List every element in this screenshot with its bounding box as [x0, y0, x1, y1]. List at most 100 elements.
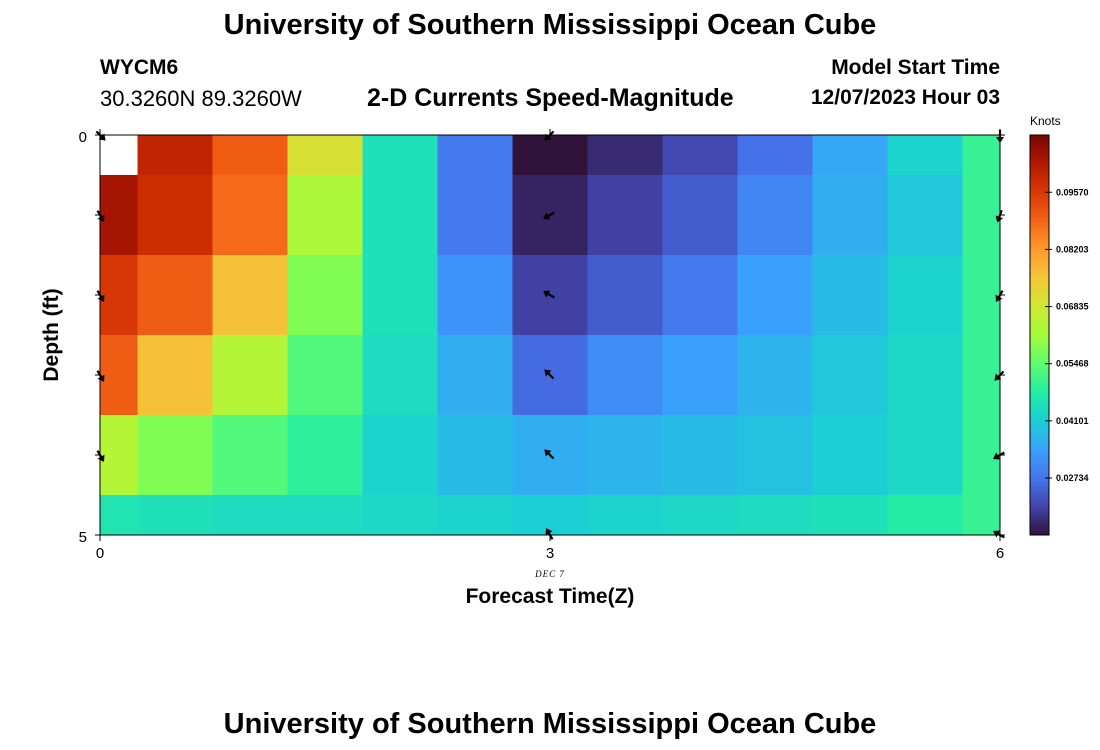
heatmap-cell: [100, 415, 138, 496]
axis-ticks: [95, 129, 1005, 541]
x-date-label: DEC 7: [534, 569, 565, 579]
colorbar-tick-label: 0.02734: [1056, 473, 1089, 483]
heatmap-cell: [587, 175, 663, 256]
heatmap-cell: [287, 175, 363, 256]
heatmap-cell: [812, 175, 888, 256]
heatmap-cell: [212, 335, 288, 416]
heatmap-cell: [100, 135, 138, 176]
current-arrows: [95, 130, 1005, 540]
heatmap-cell: [100, 335, 138, 416]
page-title: University of Southern Mississippi Ocean…: [223, 9, 877, 41]
page-title-repeat: University of Southern Mississippi Ocean…: [223, 708, 877, 740]
colorbar-tick-label: 0.09570: [1056, 187, 1089, 197]
heatmap-cell: [362, 495, 438, 536]
heatmap-cell: [662, 135, 738, 176]
heatmap-cell: [137, 335, 213, 416]
heatmap-cell: [662, 335, 738, 416]
colorbar: Knots 0.02734 0.04101 0.05468 0.06835 0.0820…: [1029, 114, 1089, 536]
heatmap-cell: [737, 135, 813, 176]
heatmap-cell: [737, 335, 813, 416]
heatmap-cell: [100, 495, 138, 536]
colorbar-tick-label: 0.04101: [1056, 416, 1089, 426]
heatmap-cell: [437, 335, 513, 416]
heatmap-cell: [887, 255, 963, 336]
heatmap-cell: [512, 135, 588, 176]
current-arrow: [544, 449, 555, 460]
heatmap-cell: [962, 175, 1001, 256]
y-axis-label: Depth (ft): [40, 288, 63, 381]
heatmap-cell: [812, 135, 888, 176]
heatmap-cell: [137, 415, 213, 496]
heatmap-cell: [437, 495, 513, 536]
heatmap-cell: [100, 175, 138, 256]
heatmap-cell: [737, 495, 813, 536]
colorbar-gradient: [1029, 134, 1050, 536]
y-tick-label: 5: [79, 529, 87, 546]
heatmap-cell: [962, 135, 1001, 176]
heatmap-cell: [100, 255, 138, 336]
heatmap-cell: [137, 495, 213, 536]
x-axis-label: Forecast Time(Z): [466, 585, 635, 608]
heatmap-cell: [662, 255, 738, 336]
heatmap-cell: [812, 255, 888, 336]
heatmap-cell: [287, 335, 363, 416]
heatmap-cell: [812, 335, 888, 416]
heatmap-cell: [587, 135, 663, 176]
x-tick-label: 3: [546, 545, 554, 562]
heatmap-cell: [587, 335, 663, 416]
station-coordinates: 30.3260N 89.3260W: [100, 86, 302, 111]
chart-subtitle: 2-D Currents Speed-Magnitude: [367, 84, 734, 112]
heatmap-cell: [287, 255, 363, 336]
heatmap-cell: [212, 175, 288, 256]
heatmap-cell: [962, 335, 1001, 416]
heatmap-cell: [437, 415, 513, 496]
station-id: WYCM6: [100, 56, 179, 79]
heatmap-cell: [212, 495, 288, 536]
colorbar-tick-label: 0.06835: [1056, 302, 1089, 312]
y-tick-label: 0: [79, 129, 87, 146]
heatmap-cell: [887, 495, 963, 536]
x-tick-label: 6: [996, 545, 1004, 562]
heatmap-cell: [212, 135, 288, 176]
heatmap-cell: [737, 175, 813, 256]
heatmap-cell: [962, 255, 1001, 336]
colorbar-tick-label: 0.08203: [1056, 244, 1089, 254]
model-start-label: Model Start Time: [831, 56, 1000, 79]
current-arrow: [544, 369, 555, 380]
heatmap-cell: [362, 175, 438, 256]
heatmap-cell: [887, 415, 963, 496]
heatmap-cell: [512, 495, 588, 536]
heatmap-cell: [812, 415, 888, 496]
heatmap-cell: [662, 495, 738, 536]
heatmap-cell: [962, 415, 1001, 496]
heatmap-cell: [362, 415, 438, 496]
heatmap-cell: [887, 335, 963, 416]
heatmap-cell: [212, 255, 288, 336]
heatmap-cell: [287, 135, 363, 176]
heatmap-cell: [962, 495, 1001, 536]
heatmap-cell: [137, 255, 213, 336]
colorbar-tick-label: 0.05468: [1056, 359, 1089, 369]
heatmap-cell: [137, 135, 213, 176]
heatmap-cell: [737, 255, 813, 336]
heatmap-cell: [287, 495, 363, 536]
current-arrow: [543, 290, 555, 299]
heatmap-cell: [437, 175, 513, 256]
heatmap-cell: [137, 175, 213, 256]
heatmap-cell: [887, 135, 963, 176]
heatmap-cell: [362, 255, 438, 336]
heatmap-cell: [437, 255, 513, 336]
currents-heatmap-chart: 0 5 0 3 6 DEC 7 Forecast Time(Z) Depth (…: [40, 114, 1089, 608]
heatmap-cell: [587, 415, 663, 496]
heatmap-cell: [287, 415, 363, 496]
heatmap-cell: [737, 415, 813, 496]
heatmap-cell: [587, 495, 663, 536]
heatmap-cells: [100, 135, 1001, 536]
heatmap-cell: [662, 175, 738, 256]
colorbar-label: Knots: [1030, 114, 1061, 128]
heatmap-cell: [362, 135, 438, 176]
colorbar-ticks: 0.02734 0.04101 0.05468 0.06835 0.08203 0.095…: [1045, 187, 1089, 483]
heatmap-cell: [887, 175, 963, 256]
heatmap-cell: [587, 255, 663, 336]
heatmap-cell: [662, 415, 738, 496]
